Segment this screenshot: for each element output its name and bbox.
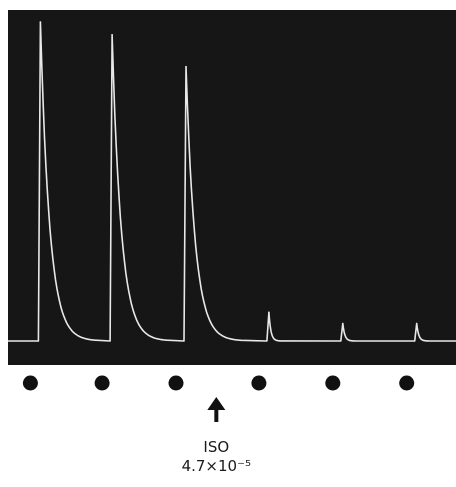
stimulus-dot-6 <box>399 375 415 391</box>
oscilloscope-panel <box>8 10 456 365</box>
peak-4 <box>268 311 270 314</box>
peak-2 <box>111 34 113 36</box>
stimulus-dot-2 <box>94 375 110 391</box>
peak-1 <box>39 21 42 23</box>
stimulus-dot-5 <box>325 375 341 391</box>
peak-group <box>39 21 418 325</box>
peak-3 <box>185 65 187 68</box>
drug-concentration: 4.7×10⁻⁵ <box>182 457 251 475</box>
drug-label: ISO <box>203 438 229 456</box>
arrow-head-icon <box>207 397 226 410</box>
peak-5 <box>342 322 344 325</box>
peak-6 <box>415 322 418 325</box>
iso-arrow <box>207 397 226 422</box>
stimulus-dot-4 <box>251 375 267 391</box>
signal-trace <box>8 21 456 342</box>
stimulus-dot-3 <box>168 375 184 391</box>
stimulus-markers <box>22 375 415 391</box>
stimulus-dot-1 <box>22 375 38 391</box>
